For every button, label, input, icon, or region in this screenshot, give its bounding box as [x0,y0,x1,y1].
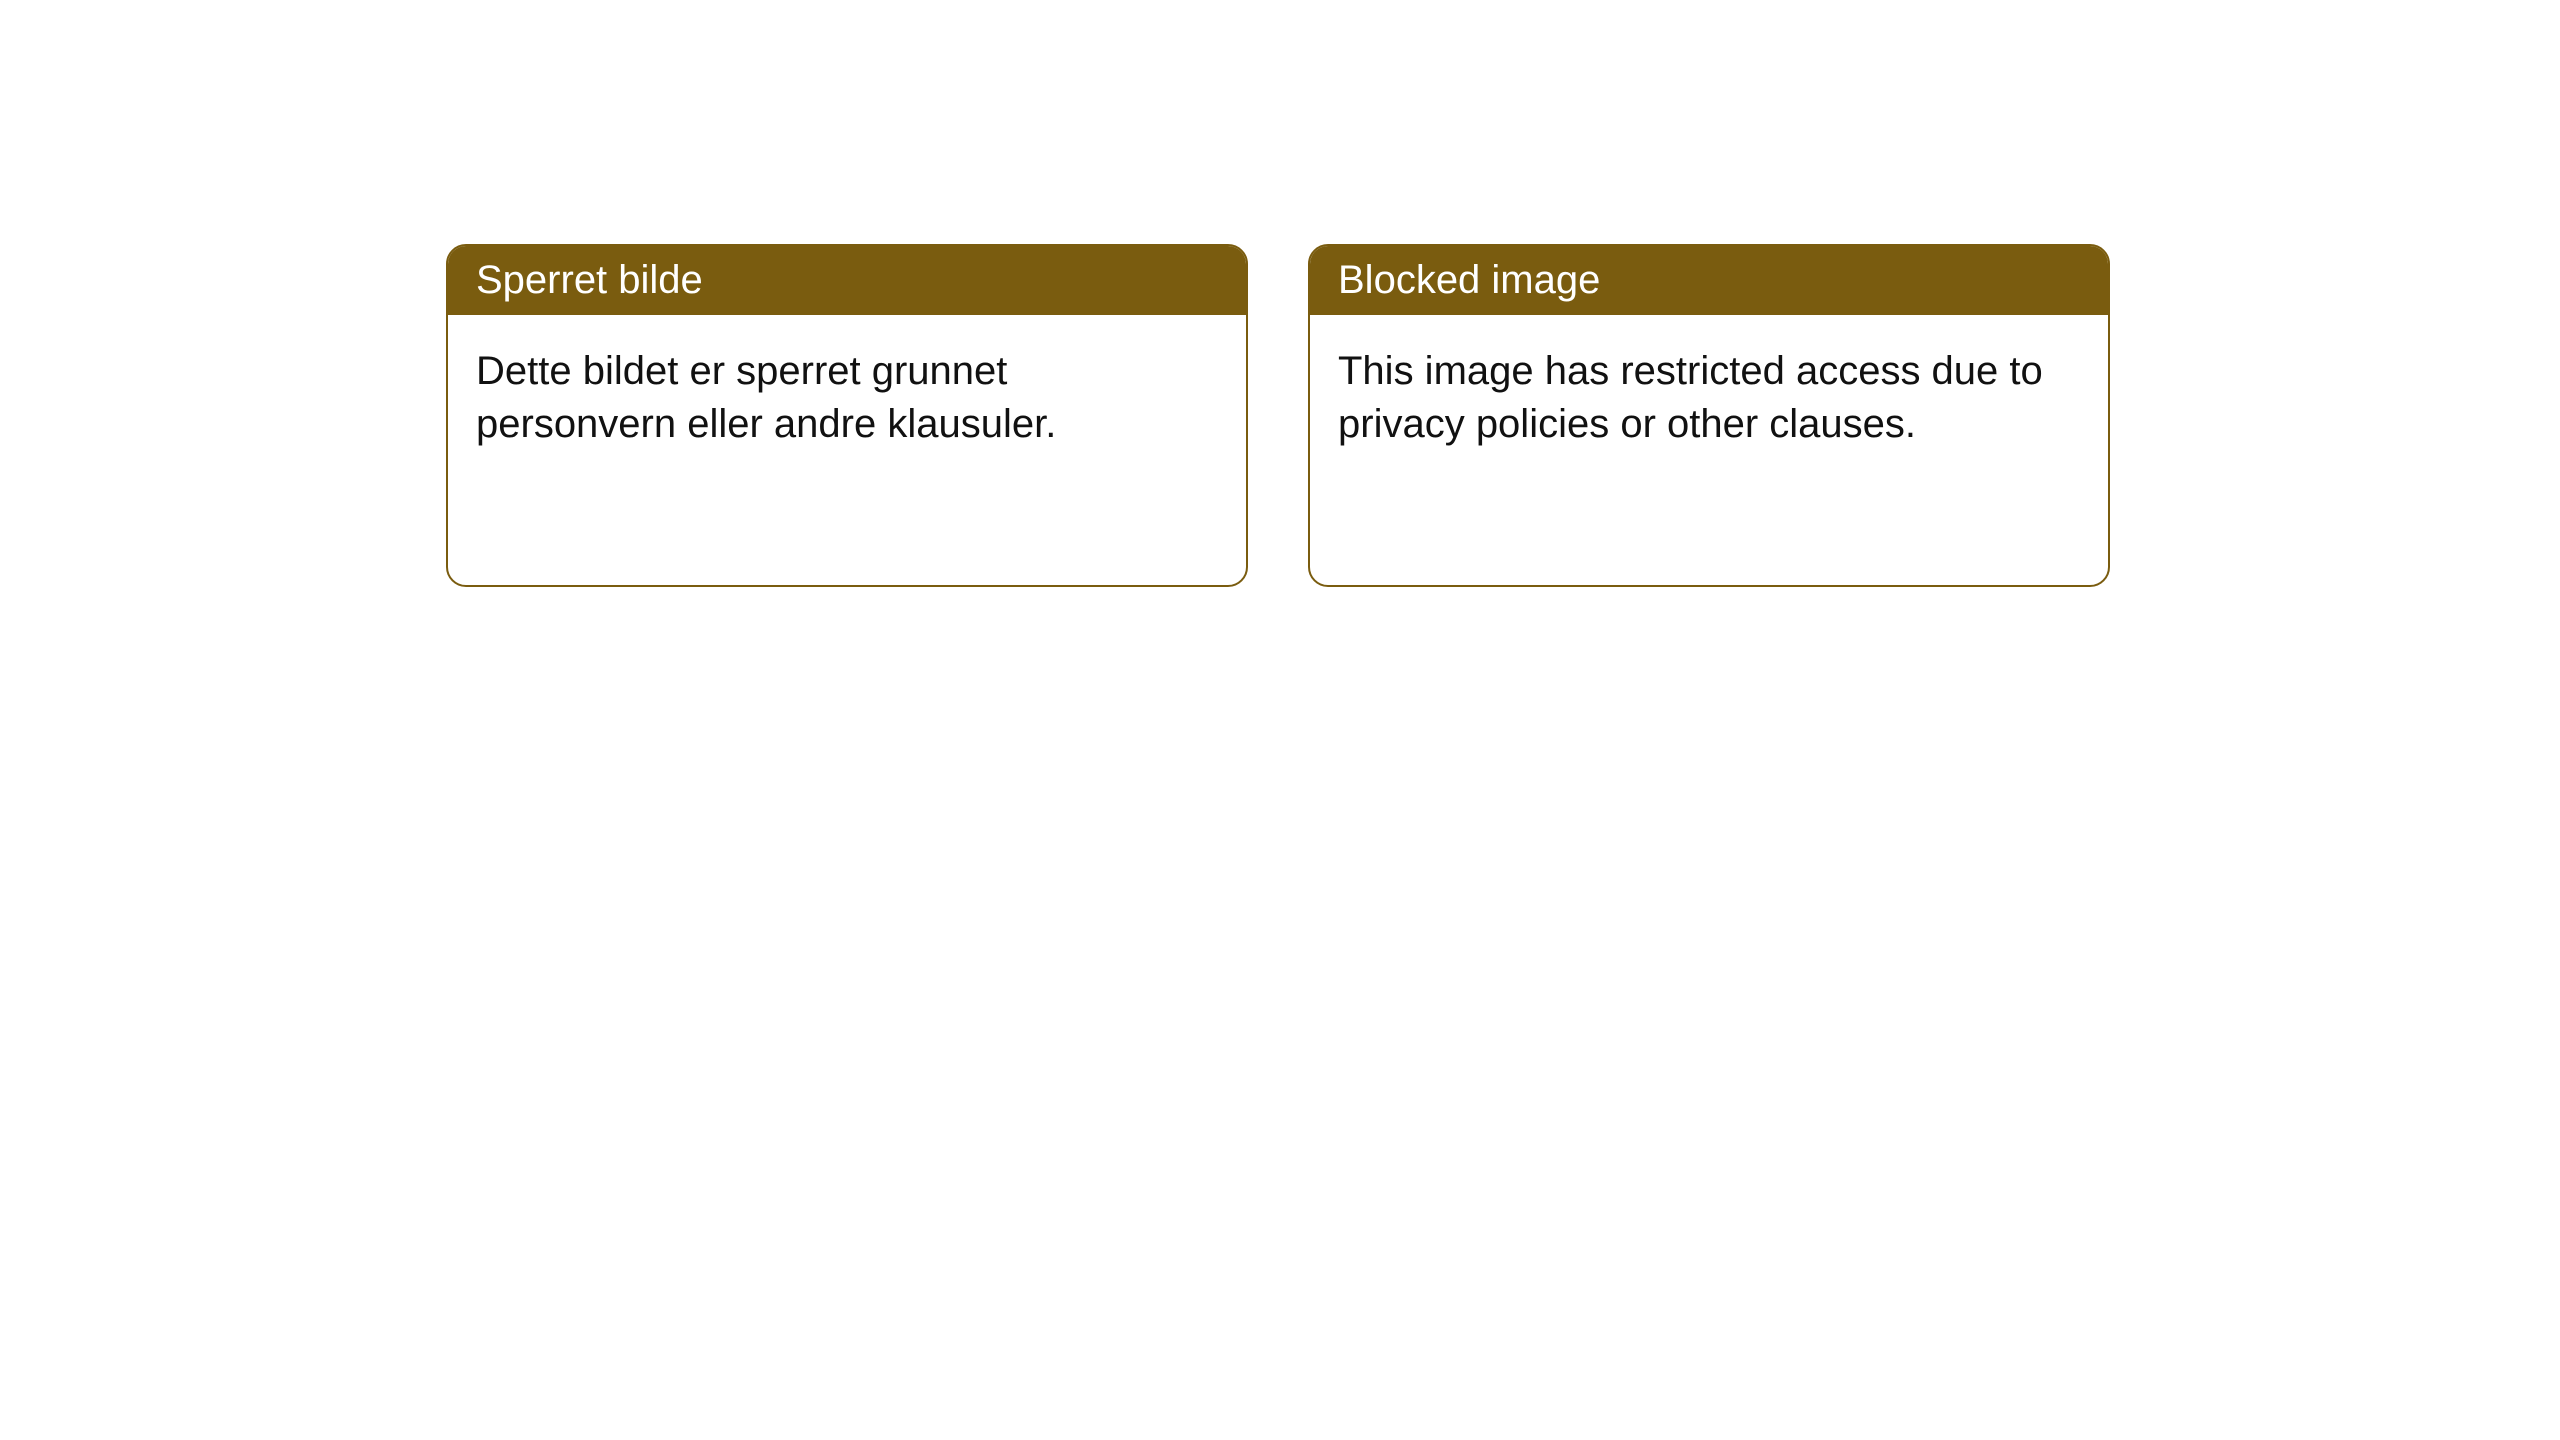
card-title-no: Sperret bilde [448,246,1246,315]
card-body-no: Dette bildet er sperret grunnet personve… [448,315,1246,585]
blocked-image-card-no: Sperret bilde Dette bildet er sperret gr… [446,244,1248,587]
blocked-image-cards: Sperret bilde Dette bildet er sperret gr… [446,244,2110,587]
card-body-en: This image has restricted access due to … [1310,315,2108,585]
blocked-image-card-en: Blocked image This image has restricted … [1308,244,2110,587]
card-title-en: Blocked image [1310,246,2108,315]
